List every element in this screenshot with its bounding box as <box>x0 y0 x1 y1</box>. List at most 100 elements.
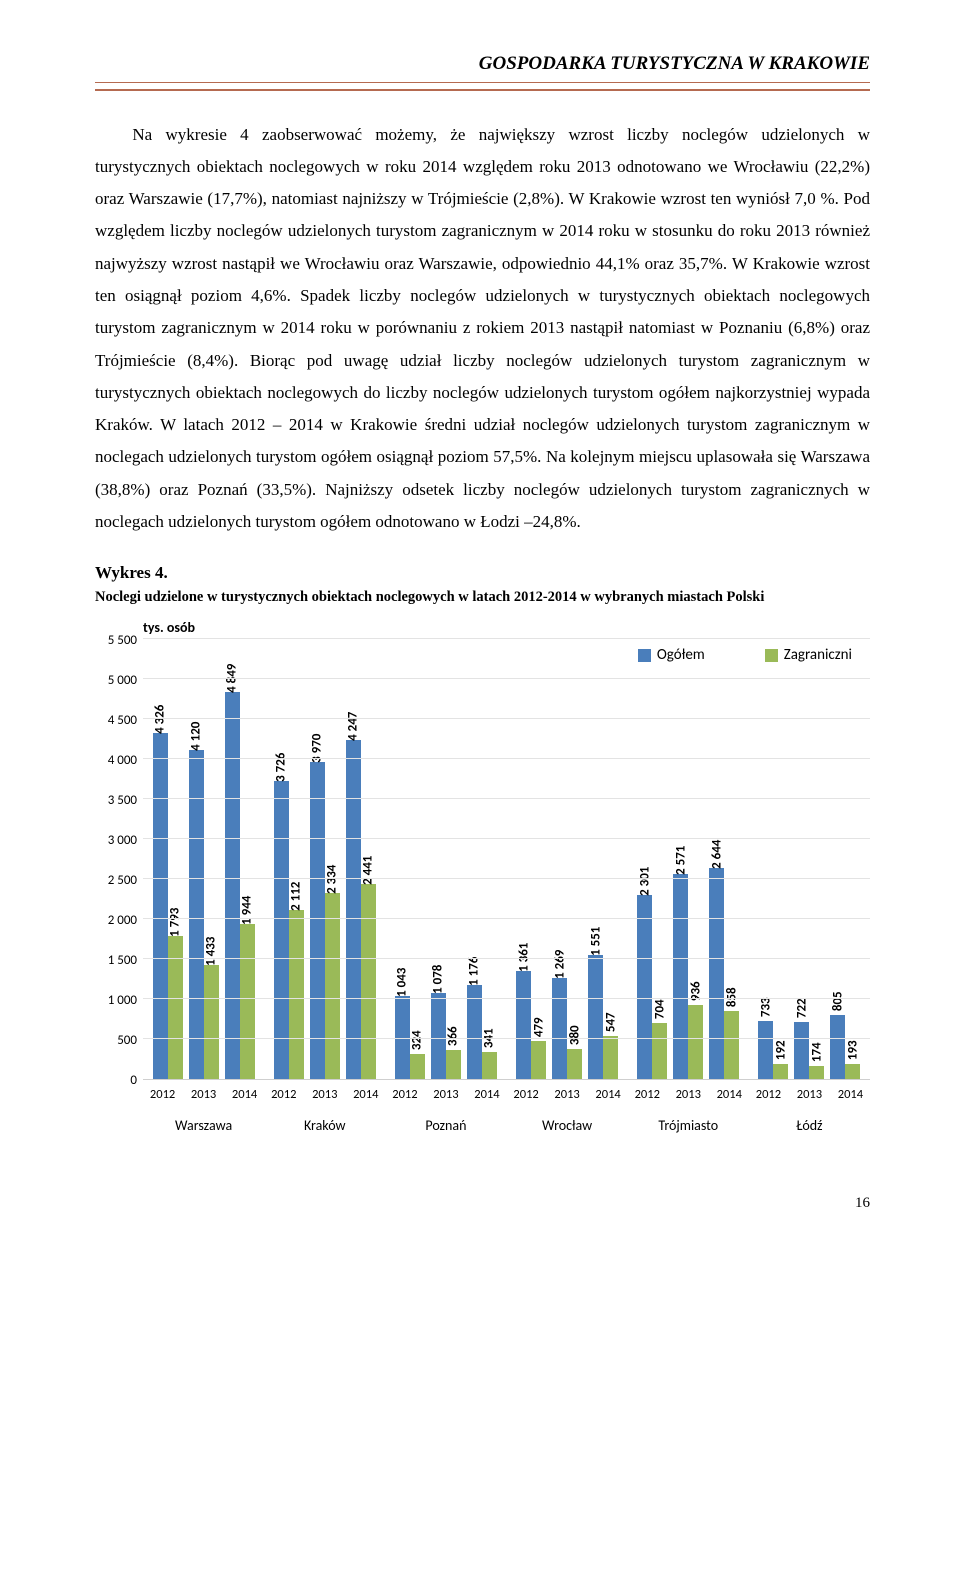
x-city-group: 201220132014Wrocław <box>507 1080 628 1136</box>
bar-value-label: 858 <box>722 987 742 1007</box>
x-city-label: Wrocław <box>507 1105 628 1136</box>
bar-foreign: 366 <box>446 1050 461 1079</box>
bar-foreign: 341 <box>482 1052 497 1079</box>
year-cluster: 2 571936 <box>673 692 703 1080</box>
bar-total: 4 247 <box>346 740 361 1080</box>
bar-chart: tys. osób 5 5005 0004 5004 0003 5003 000… <box>95 613 870 1136</box>
x-year-label: 2014 <box>711 1086 747 1105</box>
y-tick-label: 500 <box>117 1031 137 1051</box>
gridline <box>143 878 870 879</box>
year-cluster: 1 078 366 <box>431 692 461 1080</box>
gridline <box>143 1038 870 1039</box>
bar-value-label: 805 <box>828 991 848 1011</box>
city-group: 733 192 722 174 805 193 <box>749 692 870 1080</box>
bar-value-label: 2 112 <box>287 882 307 911</box>
x-year-label: 2013 <box>791 1086 827 1105</box>
bar-value-label: 722 <box>792 998 812 1018</box>
year-cluster: 4 3261 793 <box>153 692 183 1080</box>
x-year-label: 2014 <box>348 1086 384 1105</box>
year-cluster: 1 176341 <box>467 692 497 1080</box>
y-tick-label: 5 000 <box>108 671 137 691</box>
gridline <box>143 918 870 919</box>
x-axis: 201220132014Warszawa201220132014Kraków20… <box>143 1080 870 1136</box>
x-year-labels: 201220132014 <box>264 1080 385 1105</box>
bar-total: 4 849 <box>225 692 240 1080</box>
x-year-label: 2013 <box>186 1086 222 1105</box>
body-text: Na wykresie 4 zaobserwować możemy, że na… <box>95 119 870 539</box>
bar-value-label: 1 361 <box>514 942 534 971</box>
bar-value-label: 192 <box>771 1040 791 1060</box>
bar-foreign: 704 <box>652 1023 667 1079</box>
bar-value-label: 2 441 <box>359 856 379 885</box>
page-header: GOSPODARKA TURYSTYCZNA W KRAKOWIE <box>95 50 870 91</box>
y-tick-label: 0 <box>130 1071 137 1091</box>
year-cluster: 733 192 <box>758 692 788 1080</box>
bar-value-label: 547 <box>601 1012 621 1032</box>
plot-area: Ogółem Zagraniczni 4 3261 7934 1201 4334… <box>143 640 870 1080</box>
y-tick-label: 2 000 <box>108 911 137 931</box>
bar-foreign: 2 112 <box>289 910 304 1079</box>
bar-value-label: 174 <box>807 1042 827 1062</box>
y-tick-label: 3 500 <box>108 791 137 811</box>
year-cluster: 1 551547 <box>588 692 618 1080</box>
gridline <box>143 718 870 719</box>
bar-value-label: 4 326 <box>150 705 170 734</box>
x-city-group: 201220132014Trójmiasto <box>628 1080 749 1136</box>
y-tick-label: 1 000 <box>108 991 137 1011</box>
bar-foreign: 479 <box>531 1041 546 1079</box>
x-year-label: 2013 <box>307 1086 343 1105</box>
bar-value-label: 380 <box>565 1025 585 1045</box>
year-cluster: 722 174 <box>794 692 824 1080</box>
city-group: 3 7262 1123 9702 3344 2472 441 <box>264 692 385 1080</box>
bar-value-label: 3 726 <box>272 753 292 782</box>
legend-item-foreign: Zagraniczni <box>765 644 852 667</box>
bar-total: 2 644 <box>709 868 724 1080</box>
y-tick-label: 4 000 <box>108 751 137 771</box>
x-year-label: 2013 <box>428 1086 464 1105</box>
bar-foreign: 858 <box>724 1011 739 1080</box>
gridline <box>143 678 870 679</box>
year-cluster: 2 301704 <box>637 692 667 1080</box>
bar-value-label: 1 078 <box>429 965 449 994</box>
x-year-label: 2014 <box>227 1086 263 1105</box>
page-number: 16 <box>0 1166 960 1229</box>
gridline <box>143 998 870 999</box>
year-cluster: 3 9702 334 <box>310 692 340 1080</box>
y-unit-label: tys. osób <box>143 617 870 638</box>
x-year-label: 2013 <box>670 1086 706 1105</box>
bar-foreign: 1 433 <box>204 965 219 1080</box>
gridline <box>143 638 870 639</box>
year-cluster: 805 193 <box>830 692 860 1080</box>
legend-swatch-foreign <box>765 649 778 662</box>
bar-total: 2 571 <box>673 874 688 1080</box>
year-cluster: 3 726 2 112 <box>274 692 304 1080</box>
bar-total: 4 326 <box>153 733 168 1079</box>
x-city-label: Poznań <box>385 1105 506 1136</box>
x-year-label: 2012 <box>508 1086 544 1105</box>
y-tick-label: 2 500 <box>108 871 137 891</box>
x-year-labels: 201220132014 <box>628 1080 749 1105</box>
year-cluster: 1 269380 <box>552 692 582 1080</box>
x-city-group: 201220132014Łódź <box>749 1080 870 1136</box>
x-city-group: 201220132014Poznań <box>385 1080 506 1136</box>
bar-total: 3 970 <box>310 762 325 1080</box>
legend-item-total: Ogółem <box>638 644 705 667</box>
y-axis: 5 5005 0004 5004 0003 5003 0002 5002 000… <box>95 640 143 1080</box>
bar-total: 2 301 <box>637 895 652 1079</box>
x-year-label: 2014 <box>832 1086 868 1105</box>
x-year-label: 2012 <box>145 1086 181 1105</box>
x-year-label: 2014 <box>590 1086 626 1105</box>
bar-value-label: 2 301 <box>635 867 655 896</box>
x-city-label: Kraków <box>264 1105 385 1136</box>
x-year-labels: 201220132014 <box>385 1080 506 1105</box>
bar-foreign: 2 334 <box>325 893 340 1080</box>
bar-value-label: 733 <box>756 997 776 1017</box>
bar-value-label: 4 247 <box>344 711 364 740</box>
bar-value-label: 193 <box>843 1040 863 1060</box>
city-group: 4 3261 7934 1201 4334 8491 944 <box>143 692 264 1080</box>
bar-value-label: 479 <box>529 1017 549 1037</box>
city-group: 1 3614791 2693801 551547 <box>507 692 628 1080</box>
bar-foreign: 1 944 <box>240 924 255 1080</box>
bar-value-label: 2 644 <box>707 840 727 869</box>
bar-value-label: 324 <box>408 1030 428 1050</box>
